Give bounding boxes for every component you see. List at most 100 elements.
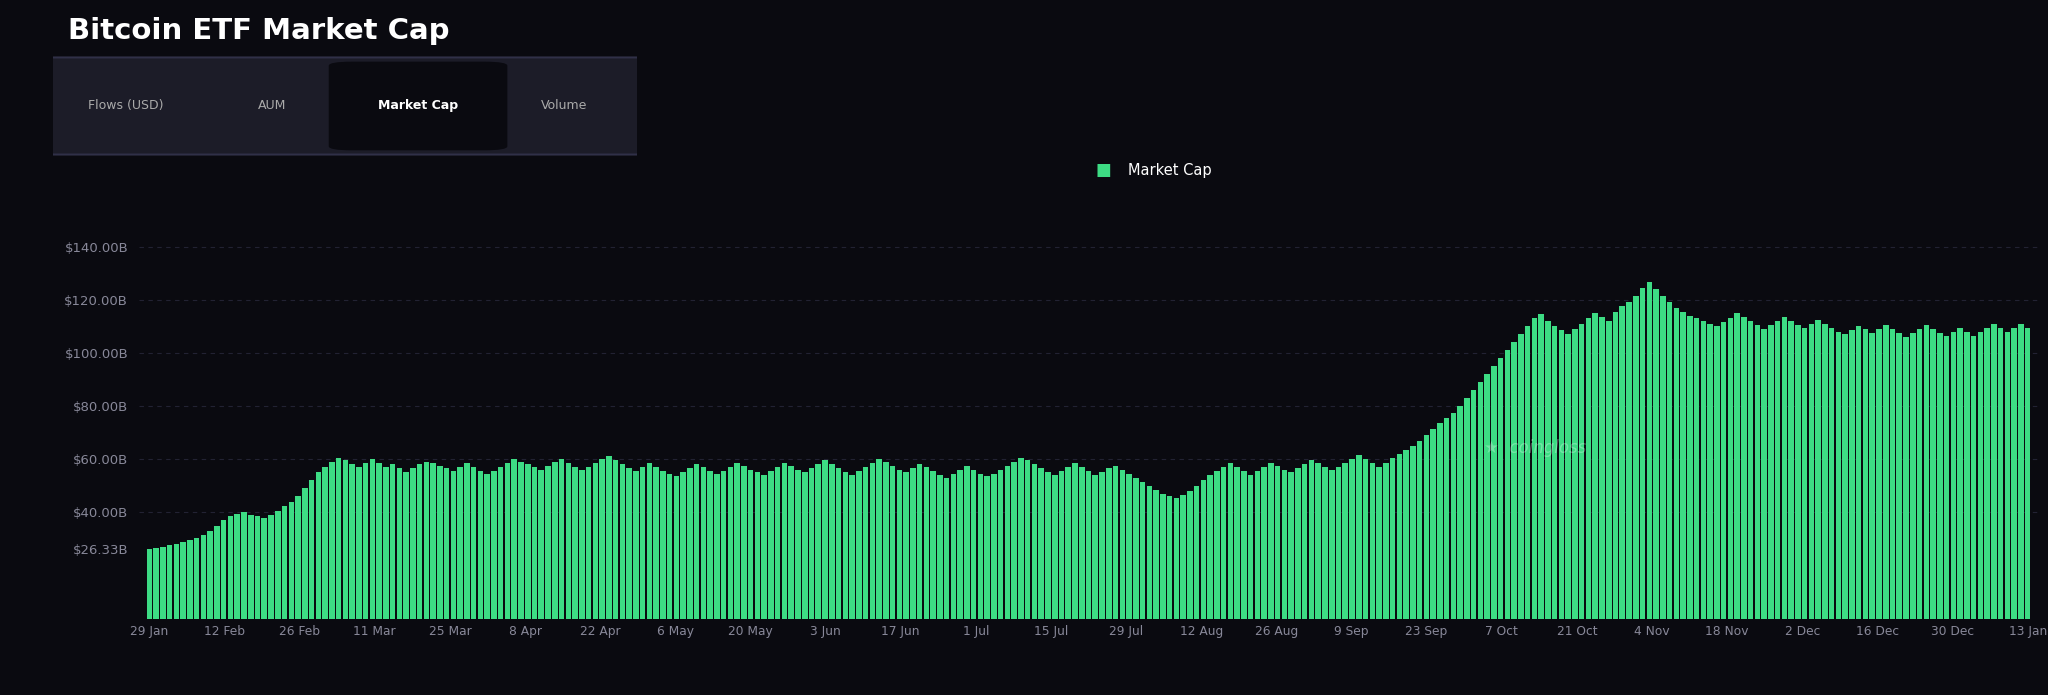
Bar [774,467,780,619]
Bar [1464,398,1470,619]
Bar [592,463,598,619]
Text: Bitcoin ETF Market Cap: Bitcoin ETF Market Cap [68,17,449,45]
Bar [1294,468,1300,619]
Bar [1735,313,1741,619]
Bar [653,467,659,619]
Bar [315,473,322,619]
Bar [1329,470,1335,619]
Bar [1044,473,1051,619]
Bar [741,466,748,619]
Bar [1126,474,1133,619]
Bar [289,502,295,619]
Bar [600,459,604,619]
Bar [944,477,950,619]
Bar [862,467,868,619]
Bar [659,471,666,619]
Bar [436,466,442,619]
Bar [1343,463,1348,619]
Bar [532,467,537,619]
Bar [938,475,942,619]
Bar [1632,295,1638,619]
Bar [1470,390,1477,619]
Bar [1890,329,1894,619]
Bar [1450,413,1456,619]
Bar [1538,314,1544,619]
Bar [1931,329,1935,619]
Bar [1747,321,1753,619]
Bar [1855,326,1862,619]
Bar [700,467,707,619]
Bar [1268,463,1274,619]
Bar [444,468,449,619]
Bar [977,474,983,619]
Bar [1796,325,1800,619]
Bar [457,467,463,619]
Bar [242,512,246,619]
Text: Flows (USD): Flows (USD) [88,99,164,113]
Bar [1788,321,1794,619]
Bar [397,468,401,619]
Bar [160,547,166,619]
Bar [1870,333,1876,619]
Bar [1208,475,1212,619]
Bar [1653,289,1659,619]
Bar [1018,458,1024,619]
Bar [1532,318,1538,619]
Bar [1006,466,1010,619]
Bar [1174,498,1180,619]
Bar [301,489,307,619]
Bar [956,470,963,619]
Bar [870,463,874,619]
Bar [1397,454,1403,619]
Bar [850,475,854,619]
Bar [1612,311,1618,619]
Bar [1477,382,1483,619]
Bar [1315,463,1321,619]
Bar [492,471,498,619]
Bar [477,471,483,619]
Bar [1100,473,1104,619]
Text: Market Cap: Market Cap [1128,163,1212,178]
Bar [195,537,199,619]
Bar [1544,321,1550,619]
Bar [821,460,827,619]
Bar [1964,332,1970,619]
Bar [1092,475,1098,619]
Bar [180,542,186,619]
Bar [512,459,516,619]
Bar [1782,317,1788,619]
Bar [1438,423,1442,619]
Bar [1012,461,1018,619]
Bar [254,516,260,619]
Bar [1391,458,1395,619]
Bar [633,471,639,619]
Bar [377,463,381,619]
Bar [1720,322,1726,619]
Bar [1247,475,1253,619]
Bar [1079,467,1085,619]
Bar [1579,324,1585,619]
Bar [1552,326,1556,619]
Bar [1694,318,1700,619]
Bar [1335,467,1341,619]
Bar [1491,366,1497,619]
Bar [498,467,504,619]
Bar [1991,324,1997,619]
Bar [1593,313,1597,619]
Bar [147,548,152,619]
Bar [1085,471,1092,619]
Bar [1559,330,1565,619]
Bar [930,471,936,619]
Bar [1221,467,1227,619]
Bar [174,544,178,619]
Bar [1423,435,1430,619]
Bar [1303,464,1307,619]
Bar [1518,334,1524,619]
Bar [1417,441,1423,619]
Bar [1288,473,1294,619]
Bar [1180,495,1186,619]
Bar [1133,477,1139,619]
Bar [227,516,233,619]
Bar [248,515,254,619]
Bar [1323,467,1327,619]
